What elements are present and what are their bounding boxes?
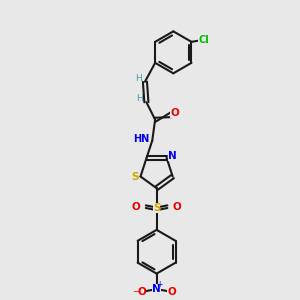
Text: O: O	[172, 202, 182, 212]
Text: N: N	[168, 151, 177, 161]
Text: O: O	[137, 287, 146, 297]
Text: −: −	[132, 287, 139, 296]
Text: S: S	[131, 172, 138, 182]
Text: O: O	[132, 202, 141, 212]
Text: O: O	[170, 108, 179, 118]
Text: O: O	[167, 287, 176, 297]
Text: N: N	[152, 284, 161, 294]
Text: +: +	[156, 280, 163, 290]
Text: Cl: Cl	[198, 34, 209, 44]
Text: H: H	[135, 74, 142, 83]
Text: S: S	[153, 203, 160, 213]
Text: H: H	[136, 94, 143, 103]
Text: HN: HN	[133, 134, 149, 144]
